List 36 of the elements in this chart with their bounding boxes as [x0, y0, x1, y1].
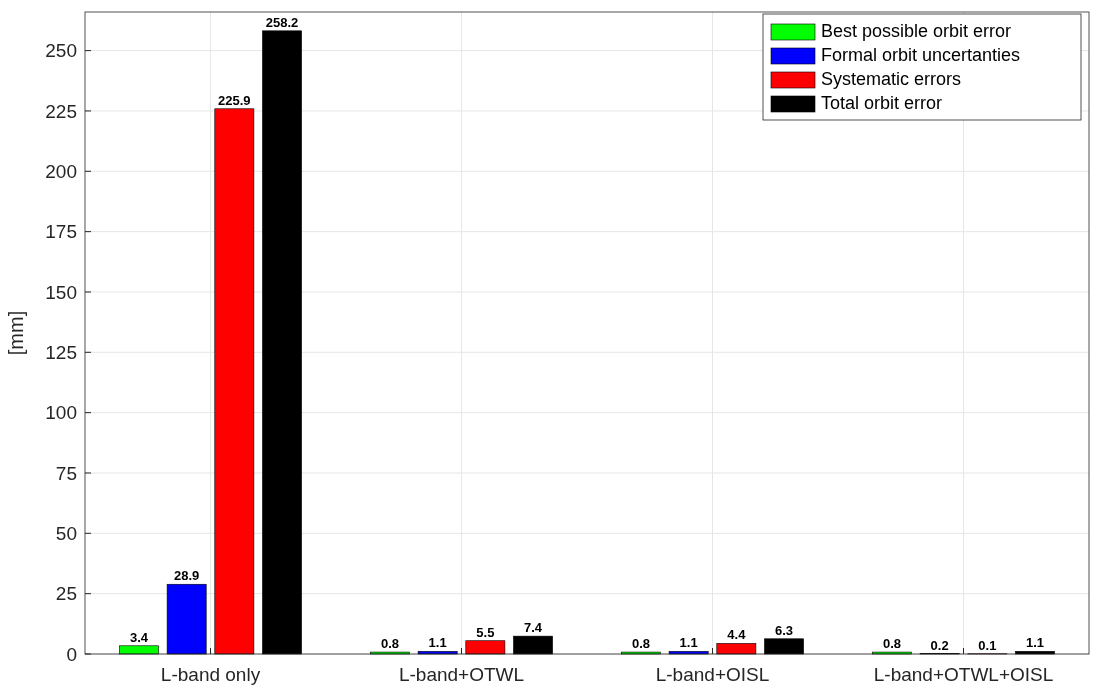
- data-label: 1.1: [679, 635, 698, 651]
- data-label: 258.2: [265, 14, 299, 30]
- y-tick-label: 75: [55, 462, 77, 484]
- y-tick-label: 50: [55, 522, 77, 544]
- x-tick-label: L-band+OTWL+OISL: [873, 664, 1054, 685]
- x-tick-label: L-band+OISL: [655, 664, 770, 685]
- data-label: 0.8: [882, 636, 901, 652]
- y-tick-label: 0: [66, 643, 77, 665]
- data-label: 0.1: [978, 637, 997, 653]
- data-label: 1.1: [428, 635, 447, 651]
- y-tick-label: 125: [45, 341, 77, 363]
- data-label: 5.5: [476, 624, 495, 640]
- legend-label: Formal orbit uncertanties: [821, 45, 1021, 65]
- legend-label: Best possible orbit error: [821, 21, 1012, 41]
- y-tick-label: 25: [55, 583, 77, 605]
- data-label: 0.8: [631, 636, 650, 652]
- data-label: 1.1: [1026, 635, 1045, 651]
- data-label: 3.4: [129, 629, 149, 645]
- data-label: 225.9: [218, 92, 251, 108]
- y-tick-label: 250: [45, 40, 77, 62]
- y-tick-label: 150: [45, 281, 77, 303]
- data-label: 6.3: [775, 622, 794, 638]
- legend-label: Systematic errors: [821, 69, 962, 89]
- data-label: 0.8: [380, 636, 399, 652]
- y-tick-label: 175: [45, 221, 77, 243]
- data-label: 7.4: [524, 620, 543, 636]
- y-tick-label: 225: [45, 100, 77, 122]
- x-tick-label: L-band only: [160, 664, 261, 685]
- data-label: 0.2: [930, 637, 949, 653]
- y-axis-title: [mm]: [5, 310, 27, 356]
- y-tick-label: 200: [45, 160, 77, 182]
- x-tick-label: L-band+OTWL: [398, 664, 525, 685]
- data-label: 28.9: [174, 568, 200, 584]
- y-tick-label: 100: [45, 402, 77, 424]
- data-label: 4.4: [727, 627, 747, 643]
- legend-label: Total orbit error: [821, 93, 943, 113]
